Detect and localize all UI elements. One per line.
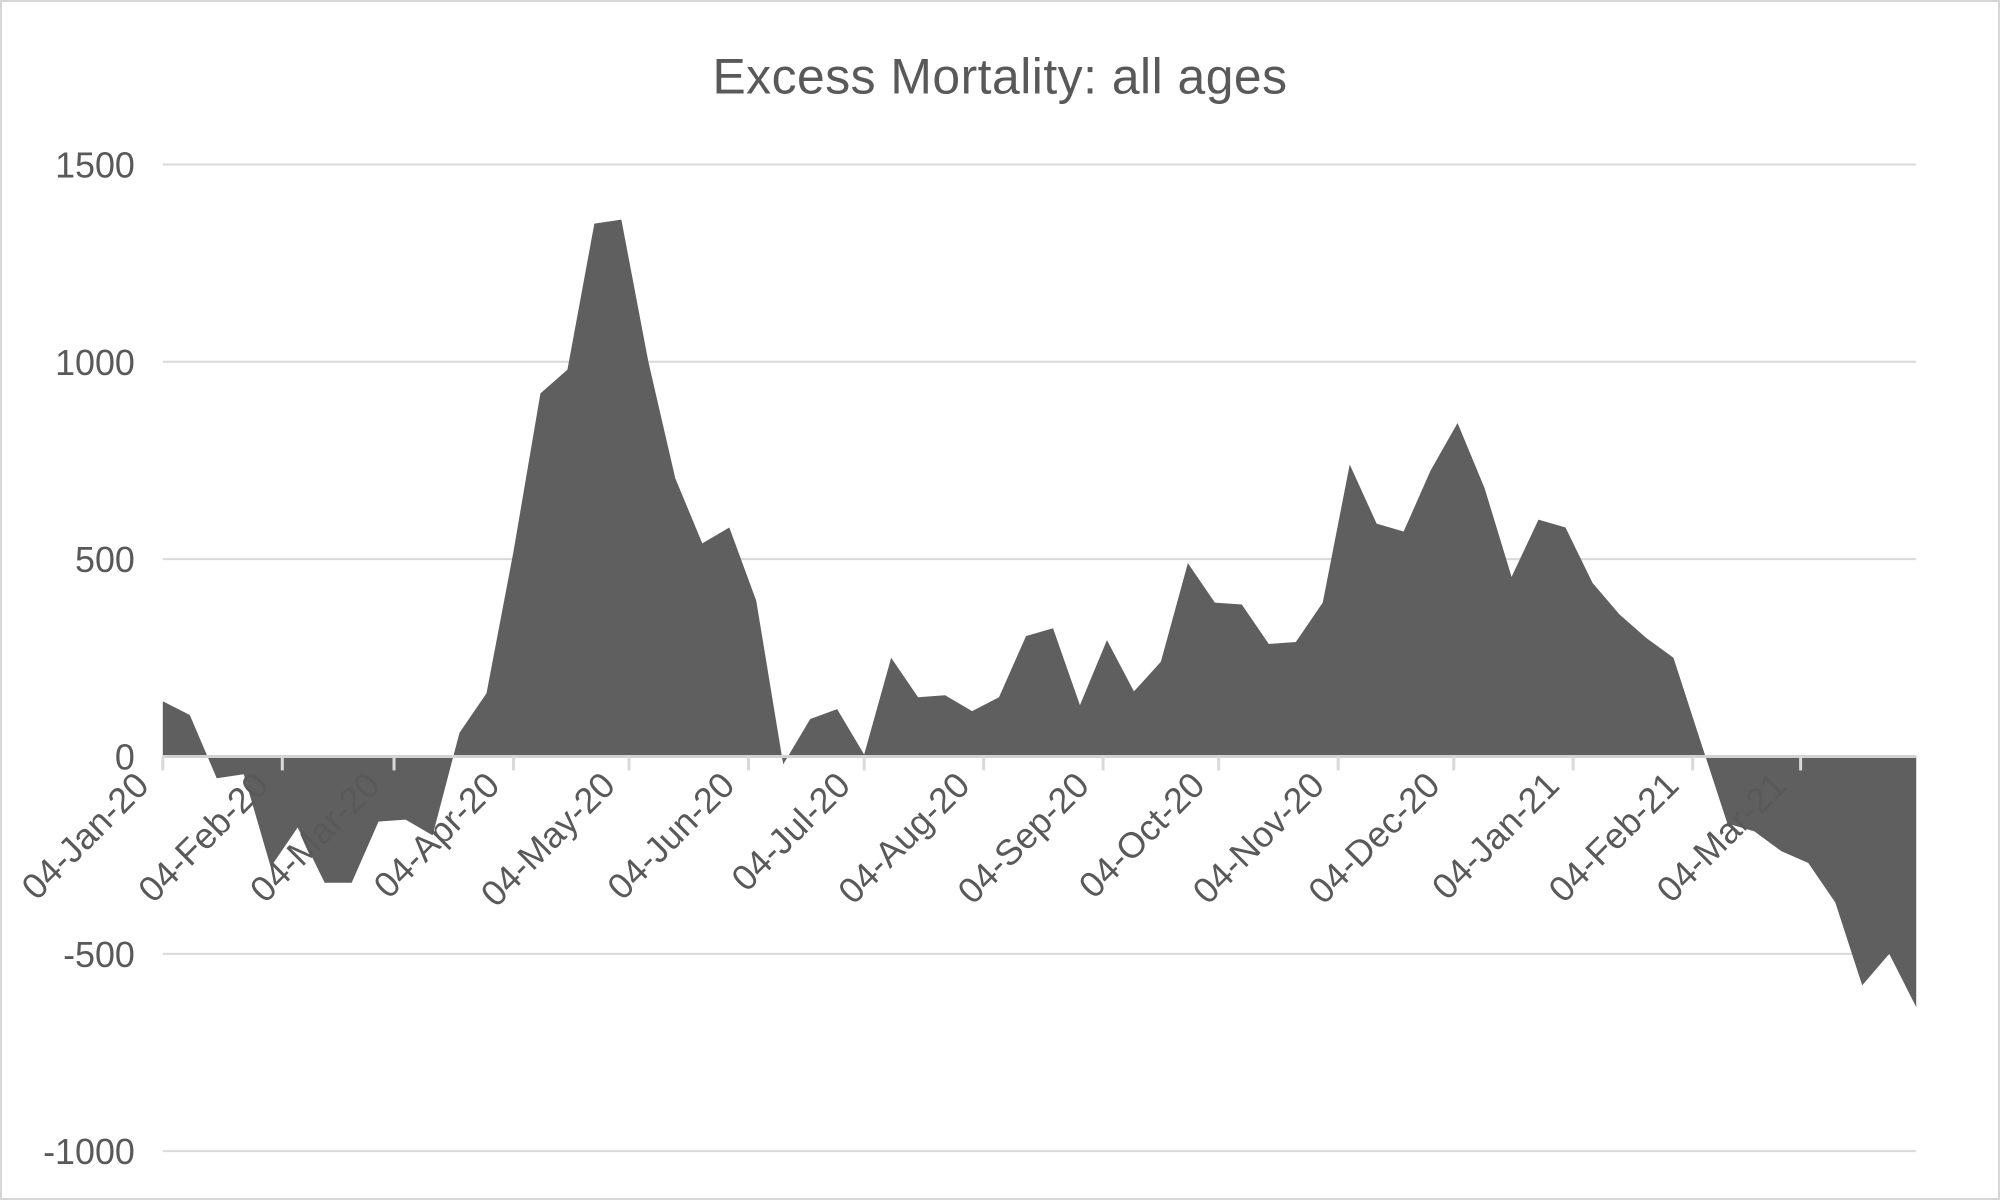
y-axis-label--500: -500 (63, 935, 135, 975)
x-axis-label-8: 04-Sep-20 (950, 765, 1097, 912)
chart-title: Excess Mortality: all ages (712, 49, 1287, 105)
y-axis-label-500: 500 (75, 540, 135, 580)
x-axis (161, 754, 1916, 771)
y-axis-labels: 1500 1000 500 0 -500 -1000 (43, 145, 135, 1172)
y-axis-label--1000: -1000 (43, 1132, 135, 1172)
x-axis-label-5: 04-Jun-20 (600, 765, 743, 908)
y-axis-label-1000: 1000 (55, 343, 135, 383)
y-axis-label-0: 0 (115, 737, 135, 777)
y-axis-label-1500: 1500 (55, 145, 135, 185)
area-series (162, 219, 1917, 1008)
excess-mortality-area (162, 219, 1917, 1008)
